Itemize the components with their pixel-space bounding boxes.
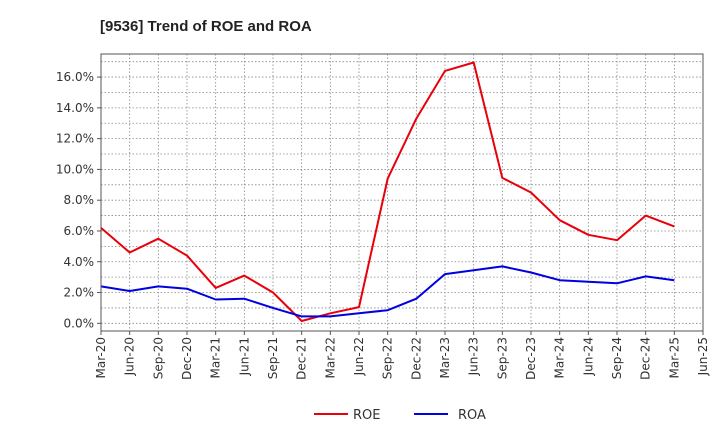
x-tick-label: Mar-21 bbox=[209, 337, 223, 378]
legend-label-roa: ROA bbox=[458, 408, 486, 423]
chart-title: [9536] Trend of ROE and ROA bbox=[100, 18, 312, 35]
x-tick-label: Jun-21 bbox=[237, 337, 251, 376]
series-lines bbox=[100, 61, 675, 322]
x-axis-ticks: Mar-20 Jun-20 Sep-20 Dec-20 Mar-21 Jun-21 Sep-… bbox=[94, 331, 710, 380]
x-tick-label: Dec-21 bbox=[295, 337, 309, 380]
x-tick-label: Dec-20 bbox=[180, 337, 194, 380]
grid-lines bbox=[101, 54, 703, 331]
x-tick-label: Dec-23 bbox=[524, 337, 538, 380]
series-line-roe bbox=[100, 61, 675, 322]
x-tick-label: Sep-22 bbox=[381, 337, 395, 379]
x-tick-label: Mar-25 bbox=[667, 337, 681, 378]
x-tick-label: Jun-25 bbox=[696, 337, 710, 376]
x-tick-label: Jun-22 bbox=[352, 337, 366, 376]
y-axis-ticks: 0.0% 2.0% 4.0% 6.0% 8.0% 10.0% 12.0% 14.0% 16.0% bbox=[56, 70, 101, 330]
y-tick-label: 10.0% bbox=[56, 162, 94, 176]
y-tick-label: 16.0% bbox=[56, 70, 94, 84]
y-tick-label: 8.0% bbox=[64, 193, 95, 207]
legend-label-roe: ROE bbox=[353, 408, 380, 423]
x-tick-label: Jun-23 bbox=[467, 337, 481, 376]
x-tick-label: Sep-23 bbox=[495, 337, 509, 379]
x-tick-label: Jun-24 bbox=[581, 337, 595, 376]
x-tick-label: Sep-20 bbox=[151, 337, 165, 379]
x-tick-label: Mar-24 bbox=[553, 337, 567, 378]
x-tick-label: Jun-20 bbox=[123, 337, 137, 376]
y-tick-label: 2.0% bbox=[64, 286, 95, 300]
plot-area-frame bbox=[100, 53, 704, 332]
x-tick-label: Mar-23 bbox=[438, 337, 452, 378]
y-tick-label: 6.0% bbox=[64, 224, 95, 238]
x-tick-label: Sep-24 bbox=[610, 337, 624, 379]
x-tick-label: Mar-20 bbox=[94, 337, 108, 378]
y-tick-label: 14.0% bbox=[56, 101, 94, 115]
x-tick-label: Dec-22 bbox=[409, 337, 423, 380]
x-tick-label: Mar-22 bbox=[323, 337, 337, 378]
y-tick-label: 12.0% bbox=[56, 132, 94, 146]
y-tick-label: 4.0% bbox=[64, 255, 95, 269]
x-tick-label: Dec-24 bbox=[639, 337, 653, 380]
y-tick-label: 0.0% bbox=[64, 316, 95, 330]
legend: ROE ROA bbox=[314, 408, 486, 423]
series-line-roa bbox=[100, 265, 675, 318]
x-tick-label: Sep-21 bbox=[266, 337, 280, 379]
